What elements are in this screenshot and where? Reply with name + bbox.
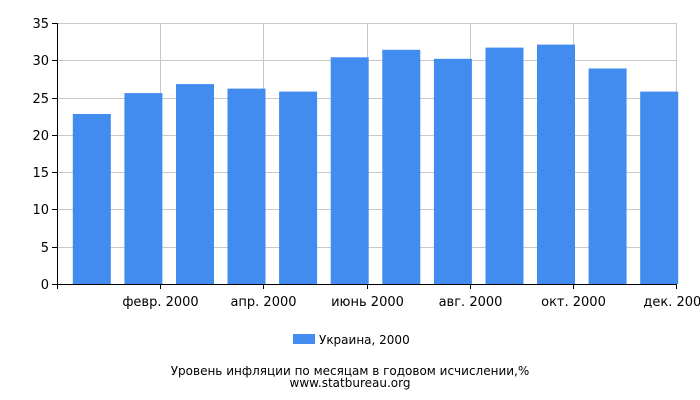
legend-swatch: [293, 334, 315, 344]
x-tick-label: февр. 2000: [122, 295, 198, 310]
legend-label: Украина, 2000: [319, 333, 410, 347]
bar: [330, 57, 369, 284]
bar: [485, 47, 524, 284]
bars-layer: [72, 44, 679, 284]
bar: [433, 58, 472, 284]
y-tick-label: 30: [32, 54, 49, 69]
bar: [176, 84, 214, 284]
y-tick-label: 0: [41, 278, 49, 293]
chart-title: Уровень инфляции по месяцам в годовом ис…: [171, 364, 530, 378]
y-tick-label: 5: [41, 241, 49, 256]
x-tick-label: авг. 2000: [439, 295, 503, 310]
y-tick-label: 15: [32, 166, 49, 181]
bar: [279, 91, 318, 284]
legend: Украина, 2000: [293, 333, 410, 347]
x-tick-label: окт. 2000: [541, 295, 606, 310]
chart-subtitle: www.statbureau.org: [290, 376, 411, 390]
bar: [382, 49, 421, 284]
bar: [588, 68, 627, 284]
x-tick-label: июнь 2000: [331, 295, 404, 310]
x-tick-label: дек. 2000: [643, 295, 700, 310]
bar: [124, 93, 163, 284]
y-tick-label: 35: [32, 17, 49, 32]
axes-layer: 0 5 10 15 20 25 30 35 февр. 2000 апр. 2000 июнь 20…: [32, 17, 700, 310]
bar: [72, 114, 111, 284]
y-tick-label: 25: [32, 92, 49, 107]
bar: [537, 44, 575, 284]
bar: [227, 88, 266, 284]
x-tick-label: апр. 2000: [230, 295, 296, 310]
y-tick-label: 10: [32, 203, 49, 218]
y-tick-label: 20: [32, 129, 49, 144]
bar: [640, 91, 679, 284]
